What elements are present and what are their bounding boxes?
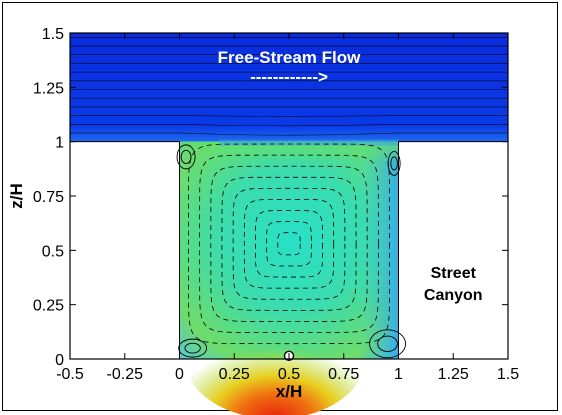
street-canyon-label-line1: Street (431, 265, 477, 282)
vortex-streamline (199, 154, 379, 334)
axes: -0.5 -0.25 0 0.25 0.5 0.75 1 1.25 1.5 0 0.25 0.5 0.7… (33, 26, 519, 383)
corner-eddy-bottom-left (178, 338, 208, 358)
x-tick-label: -0.25 (107, 366, 144, 383)
free-stream-streamline (70, 123, 508, 127)
free-stream-label: Free-Stream Flow (218, 48, 361, 67)
y-tick-label: 1.25 (33, 80, 64, 97)
concentration-hot-spot (185, 299, 365, 415)
x-tick-label: 1.5 (497, 366, 519, 383)
x-tick-label: 1 (394, 366, 403, 383)
vortex-streamline (243, 198, 335, 289)
corner-eddy-bottom-left (184, 342, 201, 354)
y-tick-label: 1 (55, 135, 64, 152)
left-building (71, 141, 180, 358)
free-stream-streamline (70, 132, 508, 136)
corner-eddy-top-right (387, 150, 401, 176)
x-tick-label: 1.25 (438, 366, 469, 383)
corner-eddy-bottom-right (377, 335, 398, 352)
contour-fields (70, 33, 508, 415)
right-building (398, 141, 507, 358)
y-tick-label: 0.5 (42, 243, 64, 260)
streamlines (70, 37, 508, 362)
x-axis-title: x/H (276, 382, 302, 401)
canyon-right-wall-band (358, 141, 399, 359)
y-tick-label: 0 (55, 352, 64, 369)
x-tick-label: 0.75 (328, 366, 359, 383)
x-tick-label: 0.5 (278, 366, 300, 383)
x-tick-label: 0 (175, 366, 184, 383)
vortex-streamline (255, 210, 323, 278)
vortex-streamline (187, 143, 391, 345)
vortex-streamline (210, 165, 368, 322)
corner-eddy-top-right (390, 156, 398, 171)
free-stream-arrow: ------------> (250, 67, 328, 86)
corner-eddy-bottom-right (369, 329, 406, 359)
free-stream-band (70, 33, 508, 142)
corner-eddy-top-left (180, 149, 192, 164)
y-axis-title: z/H (7, 183, 26, 209)
vortex-streamline (266, 221, 312, 267)
corner-eddy-top-left (176, 144, 196, 170)
y-tick-label: 0.75 (33, 189, 64, 206)
vortex-streamline (232, 187, 346, 300)
vortex-streamline (277, 232, 301, 256)
x-tick-label: -0.5 (56, 366, 84, 383)
shear-layer (219, 139, 399, 146)
canyon-top-shear-band (179, 141, 399, 164)
street-canyon-label-line2: Canyon (424, 287, 483, 304)
y-tick-label: 1.5 (42, 26, 64, 43)
y-tick-label: 0.25 (33, 298, 64, 315)
x-tick-label: 0.25 (219, 366, 250, 383)
free-stream-streamline (70, 115, 508, 117)
